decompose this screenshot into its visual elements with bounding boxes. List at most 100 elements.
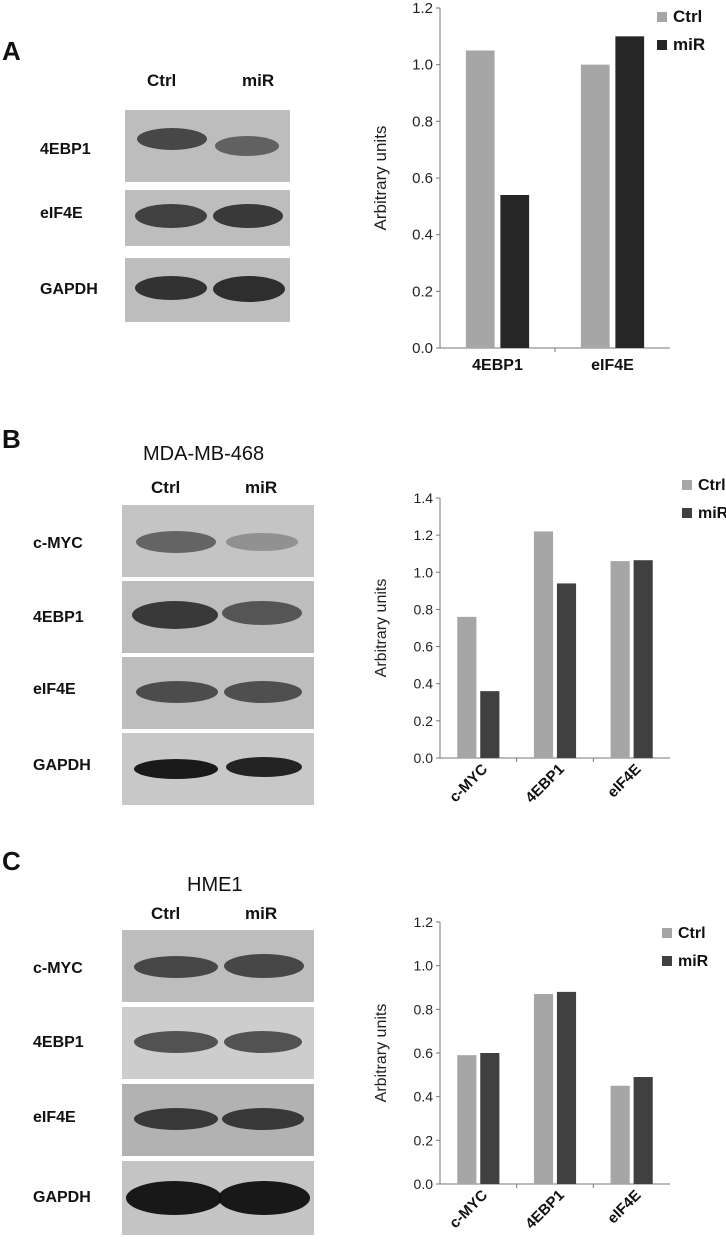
blot-label-gapdh: GAPDH [33,1189,91,1206]
legend-label-mir: miR [678,953,709,970]
y-tick-label: 0.0 [414,750,434,766]
lane-header-ctrl: Ctrl [151,904,181,923]
western-blot-cmyc [122,930,314,1002]
bar-ctrl-eif4e [610,1085,630,1184]
western-blot-eif4e [122,1084,314,1156]
legend-label-ctrl: Ctrl [673,7,702,26]
y-tick-label: 0.8 [414,1001,434,1017]
lane-header-ctrl: Ctrl [147,71,177,90]
y-tick-label: 0.4 [414,676,434,692]
blot-band [213,204,283,228]
y-tick-label: 1.2 [412,0,433,17]
bar-mir-4ebp1 [500,195,530,348]
y-tick-label: 1.0 [414,958,434,974]
blot-band [222,1108,304,1130]
bar-mir-eif4e [633,1077,653,1184]
x-tick-label-4ebp1: 4EBP1 [472,357,523,374]
blot-band [134,1108,218,1130]
blot-band [218,1181,310,1215]
blot-band [132,601,218,629]
y-tick-label: 0.6 [414,1045,434,1061]
y-tick-label: 0.8 [414,601,434,617]
bar-mir-c-myc [480,691,500,758]
y-tick-label: 0.4 [414,1089,434,1105]
blot-band [222,601,302,625]
x-tick-label-4ebp1: 4EBP1 [522,761,568,807]
y-tick-label: 1.0 [414,564,434,580]
blot-band [224,954,304,978]
bar-ctrl-eif4e [610,561,630,758]
x-tick-label-eif4e: eIF4E [604,1187,644,1227]
blot-label-4ebp1: 4EBP1 [33,609,84,626]
western-blot-eif4e [122,657,314,729]
blot-band [136,531,216,553]
blot-band [126,1181,222,1215]
legend-swatch-mir [657,40,667,50]
y-axis-label: Arbitrary units [373,579,390,678]
bar-ctrl-4ebp1 [465,50,495,348]
y-tick-label: 0.0 [414,1176,434,1192]
blot-band [135,276,207,300]
bar-ctrl-4ebp1 [533,531,554,758]
x-tick-label-c-myc: c-MYC [446,761,491,806]
y-axis-label: Arbitrary units [373,1004,390,1103]
bar-mir-4ebp1 [556,991,577,1184]
legend-swatch-ctrl [682,480,692,490]
y-tick-label: 0.6 [412,170,433,187]
x-tick-label-eif4e: eIF4E [591,357,634,374]
western-blot-gapdh [122,1161,314,1235]
legend-label-ctrl: Ctrl [698,477,726,494]
y-tick-label: 0.2 [414,1132,434,1148]
legend-label-mir: miR [673,35,705,54]
blot-label-cmyc: c-MYC [33,960,83,977]
legend-label-ctrl: Ctrl [678,925,706,942]
blot-band [134,1031,218,1053]
y-axis-label: Arbitrary units [371,126,390,231]
lane-header-mir: miR [242,71,275,90]
x-tick-label-c-myc: c-MYC [446,1187,491,1232]
blot-band [226,533,298,551]
bar-mir-c-myc [480,1053,500,1184]
y-tick-label: 0.6 [414,639,434,655]
legend-swatch-mir [682,508,692,518]
blot-label-4ebp1: 4EBP1 [40,141,91,158]
y-tick-label: 1.4 [414,490,434,506]
y-tick-label: 1.2 [414,914,434,930]
bar-mir-eif4e [633,560,653,758]
blot-label-cmyc: c-MYC [33,535,83,552]
blot-band [215,136,279,156]
legend-swatch-mir [662,956,672,966]
western-blot-eif4e [125,190,290,246]
bar-ctrl-4ebp1 [533,994,554,1184]
cell-line-title-c: HME1 [187,874,243,896]
blot-band [224,681,302,703]
blot-label-eif4e: eIF4E [33,1109,76,1126]
legend-label-mir: miR [698,505,726,522]
panel-letter-b: B [2,424,21,454]
blot-band [136,681,218,703]
legend-swatch-ctrl [662,928,672,938]
blot-band [226,757,302,777]
western-blot-gapdh [122,733,314,805]
x-tick-label-eif4e: eIF4E [604,761,644,801]
bar-ctrl-eif4e [580,64,610,349]
lane-header-mir: miR [245,478,278,497]
y-tick-label: 0.2 [414,713,434,729]
x-tick-label-4ebp1: 4EBP1 [522,1187,568,1233]
western-blot-gapdh [125,258,290,322]
panel-letter-c: C [2,846,21,876]
blot-label-eif4e: eIF4E [40,205,83,222]
y-tick-label: 0.8 [412,113,433,130]
blot-band [213,276,285,302]
blot-label-gapdh: GAPDH [40,281,98,298]
y-tick-label: 0.0 [412,340,433,357]
blot-band [135,204,207,228]
blot-band [134,759,218,779]
bar-ctrl-c-myc [457,1055,477,1184]
blot-label-eif4e: eIF4E [33,681,76,698]
western-blot-4ebp1 [122,581,314,653]
bar-chart-c: 0.0 0.2 0.4 0.6 0.8 1.0 1.2 Arbitrary units c-MY… [373,914,709,1233]
blot-band [134,956,218,978]
blot-band [224,1031,302,1053]
bar-chart-a: 0.0 0.2 0.4 0.6 0.8 1.0 1.2 Arbitrary units 4EBP… [371,0,705,374]
